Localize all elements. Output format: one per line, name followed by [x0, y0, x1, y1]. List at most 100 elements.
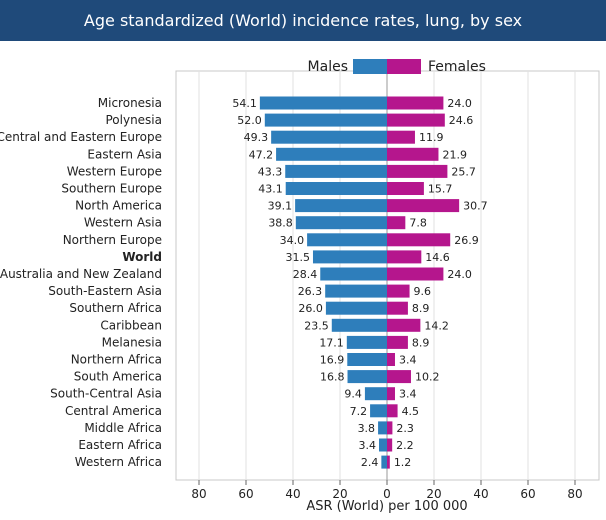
- bar-males[interactable]: [364, 387, 387, 401]
- bar-females[interactable]: [387, 164, 448, 178]
- category-label: World: [122, 250, 162, 264]
- bar-females[interactable]: [387, 182, 424, 195]
- value-label-females: 2.2: [396, 439, 414, 452]
- value-label-females: 8.9: [412, 302, 430, 315]
- bar-males[interactable]: [285, 182, 387, 195]
- value-label-males: 3.4: [359, 439, 377, 452]
- bar-males[interactable]: [312, 250, 387, 264]
- value-label-males: 47.2: [249, 148, 274, 161]
- bar-females[interactable]: [387, 335, 408, 349]
- value-label-females: 2.3: [396, 422, 414, 435]
- value-label-males: 34.0: [280, 234, 305, 247]
- legend-swatch-males: [353, 59, 387, 74]
- value-label-females: 26.9: [454, 234, 479, 247]
- value-label-females: 3.4: [399, 388, 417, 401]
- bar-females[interactable]: [387, 421, 393, 435]
- value-label-males: 23.5: [304, 319, 329, 332]
- category-label: Central America: [65, 404, 162, 418]
- value-label-females: 24.6: [449, 114, 474, 127]
- bar-males[interactable]: [381, 455, 387, 469]
- bar-males[interactable]: [320, 267, 387, 281]
- bar-females[interactable]: [387, 370, 411, 384]
- value-label-males: 31.5: [285, 251, 310, 264]
- bar-males[interactable]: [370, 404, 387, 418]
- value-label-males: 26.3: [298, 285, 323, 298]
- value-label-males: 16.9: [320, 354, 345, 367]
- category-label: Southern Europe: [61, 182, 162, 196]
- bar-females[interactable]: [387, 267, 444, 281]
- value-label-females: 21.9: [442, 148, 467, 161]
- bar-males[interactable]: [295, 216, 387, 230]
- x-tick-label: 40: [473, 487, 488, 501]
- value-label-males: 7.2: [350, 405, 368, 418]
- bar-males[interactable]: [379, 438, 387, 452]
- bar-females[interactable]: [387, 404, 398, 418]
- bar-males[interactable]: [307, 233, 387, 247]
- value-label-males: 38.8: [268, 217, 293, 230]
- bar-males[interactable]: [285, 164, 387, 178]
- bar-females[interactable]: [387, 199, 460, 213]
- value-label-males: 28.4: [293, 268, 318, 281]
- x-tick-label: 80: [567, 487, 582, 501]
- bar-males[interactable]: [325, 284, 387, 298]
- x-tick-label: 0: [383, 487, 391, 501]
- bar-males[interactable]: [259, 96, 387, 110]
- value-label-females: 1.2: [394, 456, 412, 469]
- value-label-males: 9.4: [344, 388, 362, 401]
- category-label: Northern Europe: [63, 233, 162, 247]
- bar-females[interactable]: [387, 353, 395, 366]
- category-label: South-Central Asia: [50, 387, 162, 401]
- value-label-males: 43.3: [258, 165, 283, 178]
- bar-males[interactable]: [331, 318, 387, 332]
- x-axis-label: ASR (World) per 100 000: [306, 499, 467, 514]
- value-label-males: 3.8: [358, 422, 376, 435]
- bar-females[interactable]: [387, 113, 445, 127]
- bar-females[interactable]: [387, 96, 444, 110]
- category-label: Central and Eastern Europe: [0, 130, 162, 144]
- category-label: Melanesia: [102, 335, 162, 349]
- category-label: Caribbean: [100, 318, 162, 332]
- bar-males[interactable]: [325, 301, 387, 315]
- bar-females[interactable]: [387, 216, 406, 230]
- bar-males[interactable]: [347, 370, 387, 384]
- value-label-females: 14.6: [425, 251, 450, 264]
- bar-females[interactable]: [387, 438, 393, 452]
- bar-males[interactable]: [347, 353, 387, 366]
- value-label-females: 24.0: [447, 268, 472, 281]
- bar-males[interactable]: [276, 147, 387, 161]
- bar-males[interactable]: [295, 199, 387, 213]
- category-label: Western Europe: [67, 164, 162, 178]
- category-label: Northern Africa: [71, 353, 162, 367]
- value-label-females: 24.0: [447, 97, 472, 110]
- bar-females[interactable]: [387, 250, 422, 264]
- bar-males[interactable]: [264, 113, 387, 127]
- value-label-males: 2.4: [361, 456, 379, 469]
- bar-females[interactable]: [387, 233, 451, 247]
- x-tick-label: 60: [238, 487, 253, 501]
- value-label-females: 4.5: [402, 405, 420, 418]
- bar-females[interactable]: [387, 301, 408, 315]
- bar-males[interactable]: [378, 421, 387, 435]
- value-label-males: 52.0: [237, 114, 262, 127]
- bar-females[interactable]: [387, 455, 390, 469]
- value-label-females: 25.7: [451, 165, 476, 178]
- category-label: Australia and New Zealand: [0, 267, 162, 281]
- category-label: Polynesia: [105, 113, 162, 127]
- value-label-males: 54.1: [232, 97, 257, 110]
- category-label: Eastern Africa: [78, 438, 162, 452]
- value-label-females: 14.2: [424, 319, 449, 332]
- value-label-males: 43.1: [258, 183, 283, 196]
- bar-females[interactable]: [387, 130, 415, 144]
- x-tick-label: 20: [426, 487, 441, 501]
- bar-females[interactable]: [387, 318, 421, 332]
- bar-males[interactable]: [271, 130, 387, 144]
- bar-females[interactable]: [387, 284, 410, 298]
- bar-females[interactable]: [387, 147, 439, 161]
- legend-swatch-females: [387, 59, 421, 74]
- bar-females[interactable]: [387, 387, 395, 401]
- chart-area: Males Females Micronesia Polynesia Central …: [0, 59, 600, 514]
- category-label: Southern Africa: [69, 301, 162, 315]
- category-label: Middle Africa: [84, 421, 162, 435]
- bar-males[interactable]: [346, 335, 387, 349]
- x-tick-label: 20: [332, 487, 347, 501]
